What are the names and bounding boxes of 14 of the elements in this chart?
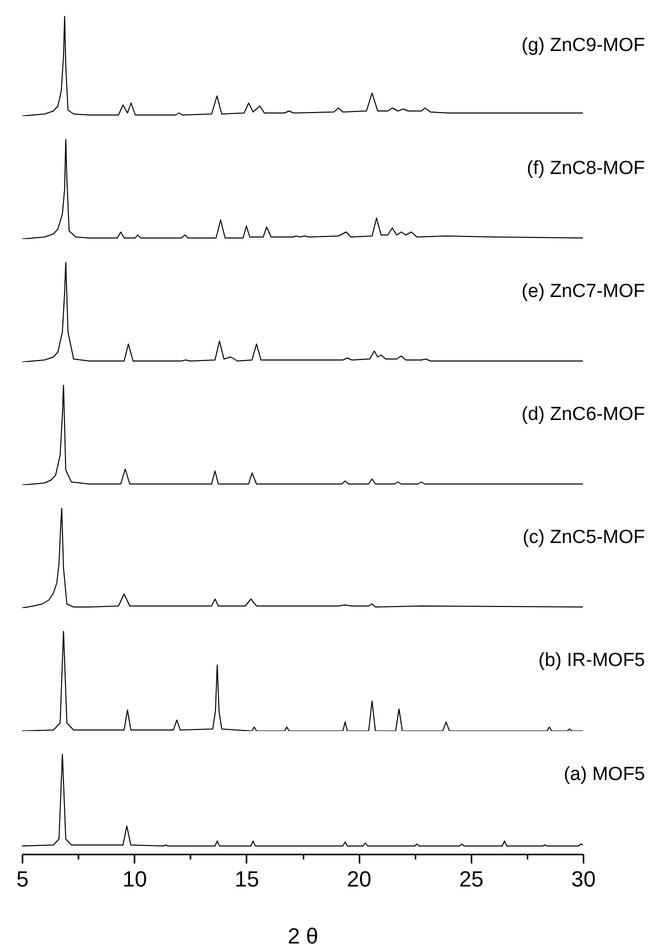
text: (d) ZnC6-MOF	[522, 404, 645, 425]
text: (e) ZnC7-MOF	[522, 281, 645, 302]
x-tick-label: 5	[16, 866, 29, 892]
x-tick-label: 10	[122, 866, 147, 892]
text: (b) IR-MOF5	[538, 650, 645, 671]
x-tick-label: 20	[346, 866, 372, 892]
text: (g) ZnC9-MOF	[522, 35, 645, 56]
text: (f) ZnC8-MOF	[526, 158, 645, 179]
x-tick-label: 30	[571, 866, 596, 892]
x-axis-title: 2 θ	[288, 924, 318, 947]
text: (a) MOF5	[564, 764, 645, 785]
text: (c) ZnC5-MOF	[522, 527, 645, 548]
x-tick-label: 25	[459, 866, 484, 892]
x-tick-label: 15	[234, 866, 260, 892]
